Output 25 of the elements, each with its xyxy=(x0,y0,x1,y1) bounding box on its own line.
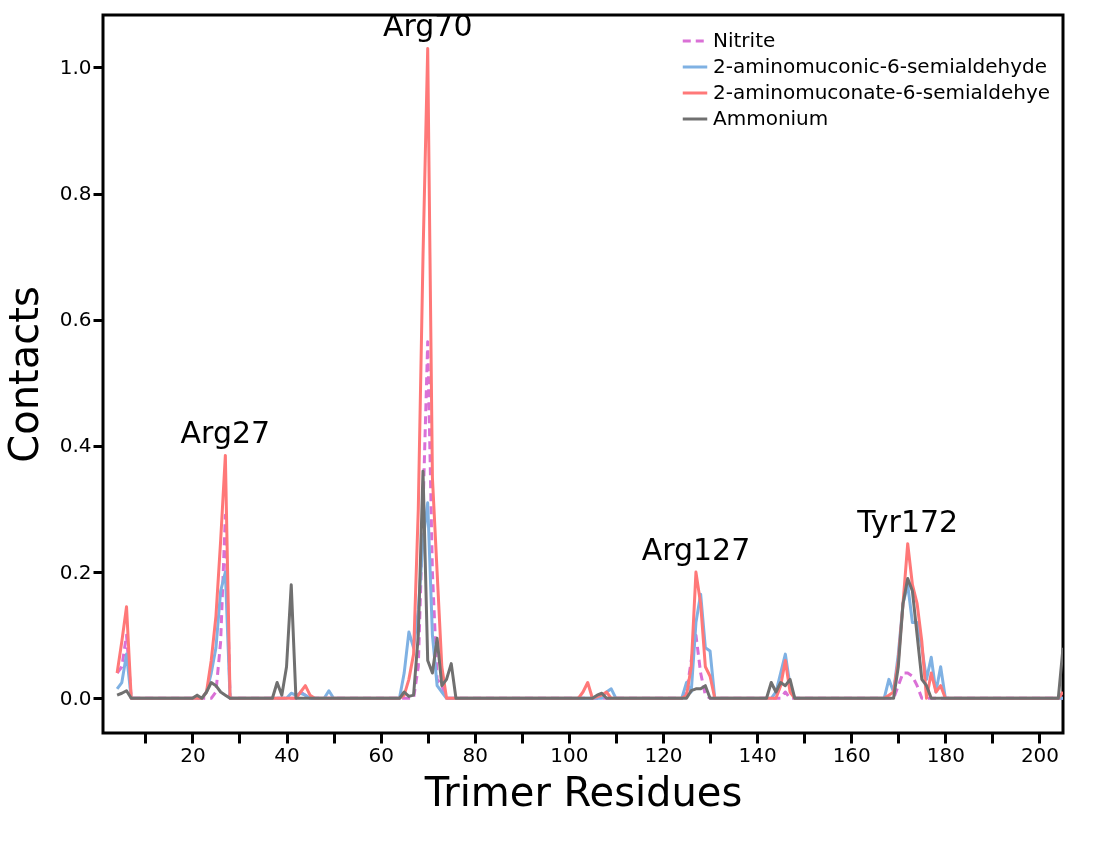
legend-label: 2-aminomuconate-6-semialdehye xyxy=(713,80,1051,104)
x-tick-label: 80 xyxy=(462,742,488,767)
legend-label: Nitrite xyxy=(713,28,776,52)
annotation: Arg27 xyxy=(180,415,271,451)
x-axis-title: Trimer Residues xyxy=(423,768,743,815)
x-tick-label: 60 xyxy=(368,742,394,767)
legend-label: Ammonium xyxy=(713,106,829,130)
x-tick-label: 100 xyxy=(550,742,589,767)
y-tick-label: 1.0 xyxy=(59,54,92,79)
y-tick-label: 0.4 xyxy=(59,433,92,458)
y-tick-label: 0.6 xyxy=(59,307,92,332)
annotation: Tyr172 xyxy=(856,503,959,539)
y-tick-label: 0.8 xyxy=(59,181,92,206)
y-axis-title: Contacts xyxy=(0,286,47,463)
y-tick-label: 0.2 xyxy=(59,559,92,584)
x-tick-label: 40 xyxy=(274,742,300,767)
y-tick-label: 0.0 xyxy=(59,685,92,710)
x-tick-label: 140 xyxy=(738,742,777,767)
legend-label: 2-aminomuconic-6-semialdehyde xyxy=(713,54,1048,78)
x-tick-label: 160 xyxy=(832,742,871,767)
x-tick-label: 180 xyxy=(926,742,965,767)
x-tick-label: 120 xyxy=(644,742,683,767)
x-tick-label: 200 xyxy=(1020,742,1060,767)
x-tick-label: 20 xyxy=(180,742,206,767)
annotation: Arg127 xyxy=(641,532,751,568)
